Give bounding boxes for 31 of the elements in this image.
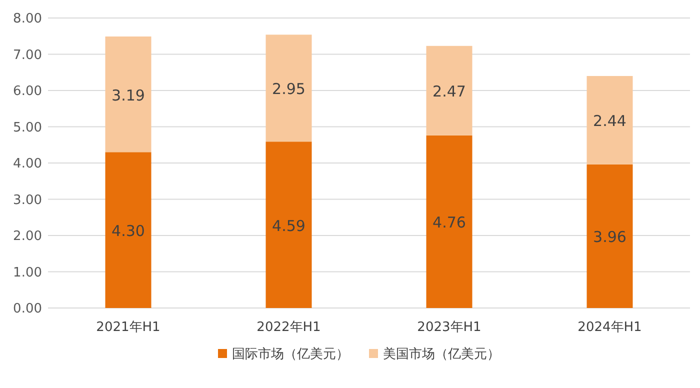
y-tick-label: 0.00: [13, 302, 42, 316]
y-tick-label: 8.00: [13, 12, 42, 26]
legend-label: 国际市场（亿美元）: [232, 346, 349, 362]
data-label: 4.30: [112, 222, 145, 240]
x-tick-label: 2024年H1: [578, 320, 642, 335]
x-tick-label: 2022年H1: [256, 320, 321, 335]
bar: [426, 46, 472, 136]
y-tick-label: 4.00: [13, 156, 42, 172]
data-label: 2.47: [432, 82, 466, 101]
y-tick-label: 3.00: [13, 192, 42, 208]
bar: [266, 142, 312, 308]
y-tick-label: 7.00: [13, 48, 42, 63]
data-label: 2.44: [593, 112, 626, 130]
data-label: 4.59: [272, 216, 306, 235]
y-tick-label: 5.00: [13, 120, 42, 136]
data-label: 4.76: [432, 214, 466, 232]
x-tick-label: 2023年H1: [417, 320, 482, 335]
x-tick-label: 2021年H1: [96, 320, 160, 335]
bar: [105, 36, 152, 152]
bar: [586, 76, 633, 164]
data-label: 3.96: [593, 228, 626, 246]
bar: [426, 135, 472, 308]
data-label: 2.95: [272, 80, 306, 98]
y-tick-label: 6.00: [13, 84, 42, 99]
bar: [105, 152, 152, 308]
bar: [266, 34, 312, 142]
legend-label: 美国市场（亿美元）: [383, 346, 500, 362]
bar: [586, 164, 633, 308]
y-tick-label: 1.00: [13, 265, 42, 280]
y-tick-label: 2.00: [13, 229, 42, 244]
data-label: 3.19: [112, 86, 145, 104]
